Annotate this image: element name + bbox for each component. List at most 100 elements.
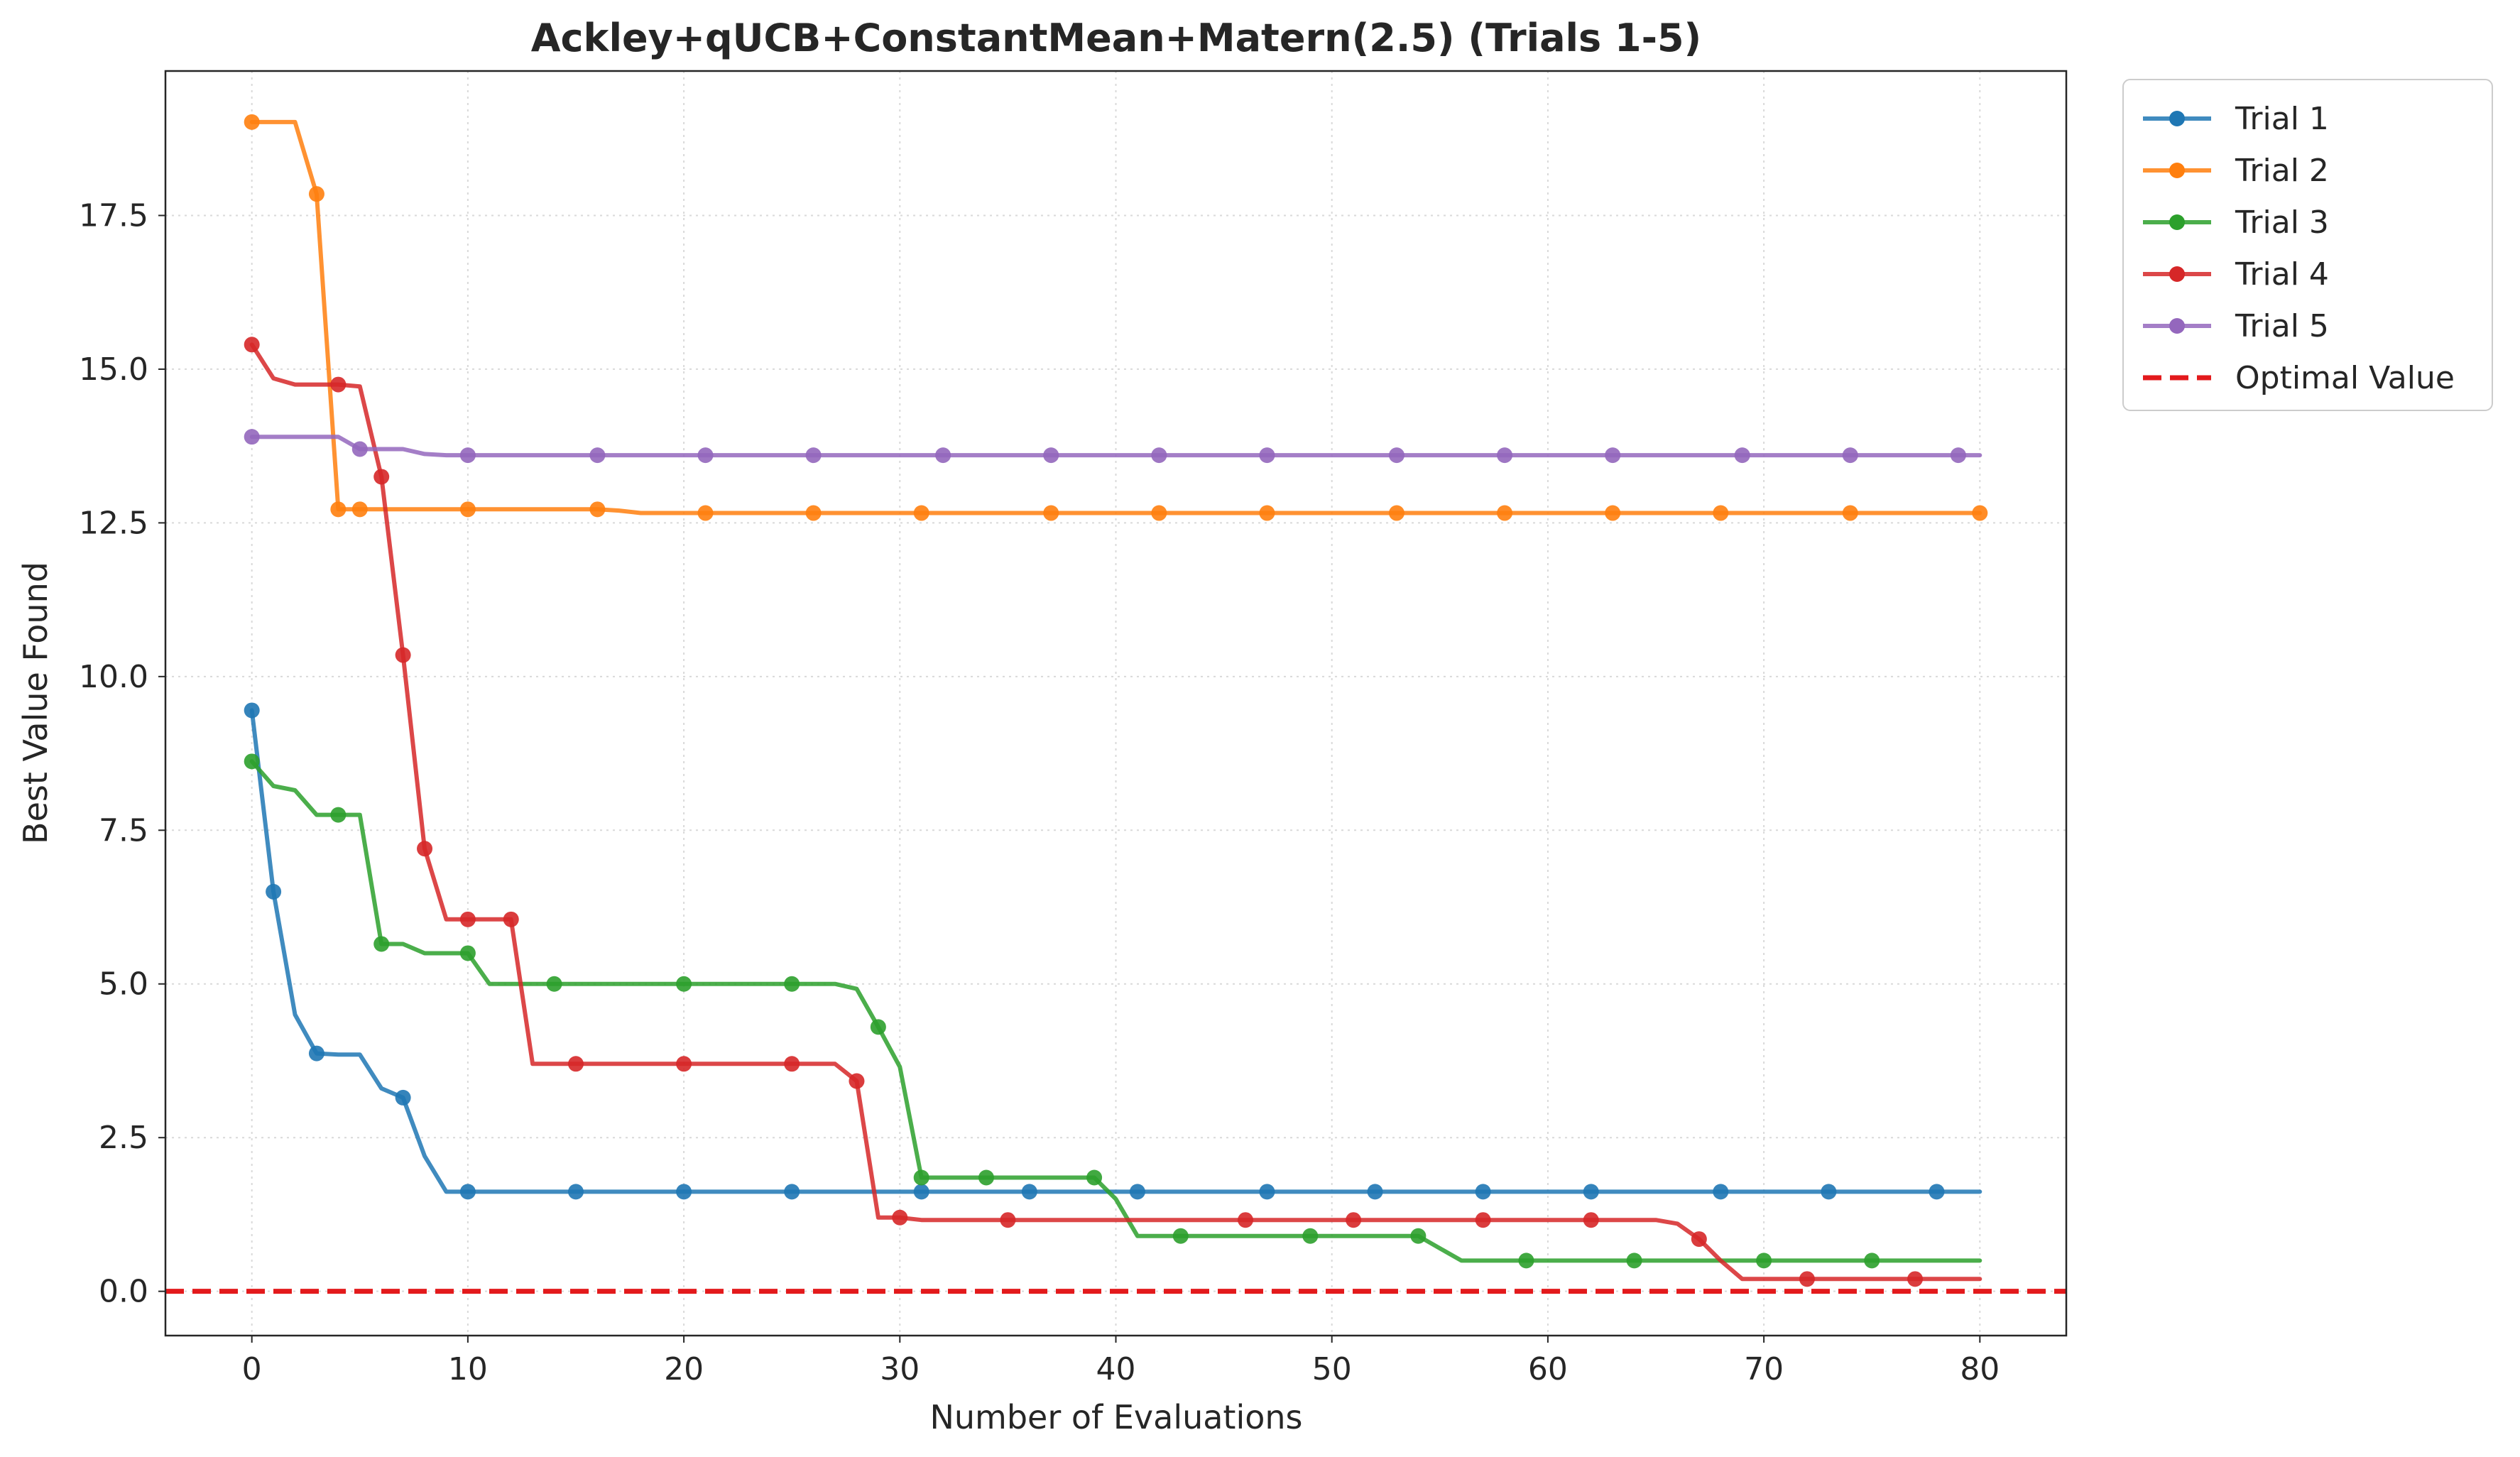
y-tick-label: 7.5: [99, 812, 148, 848]
y-tick-label: 15.0: [79, 351, 148, 388]
trial-1-point: [567, 1184, 584, 1200]
grid: [165, 71, 2066, 1336]
trial-2-point: [351, 501, 368, 518]
trial-4-point: [1907, 1271, 1924, 1287]
trial-4-point: [1475, 1212, 1491, 1228]
series-layer: [244, 114, 1988, 1287]
trial-2-point: [1259, 505, 1275, 521]
trial-3-point: [1086, 1169, 1103, 1186]
trial-2-point: [1151, 505, 1167, 521]
trial-3-point: [784, 976, 800, 992]
legend-item-trial-4: Trial 4: [2143, 256, 2329, 293]
trial-3-point: [546, 976, 562, 992]
trial-2-point: [805, 505, 822, 521]
trial-4-series: [244, 337, 1982, 1287]
trial-3-point: [1172, 1228, 1189, 1244]
y-tick-label: 12.5: [79, 505, 148, 541]
x-tick-label: 50: [1312, 1351, 1352, 1387]
trial-1-point: [244, 702, 260, 719]
trial-4-point: [244, 337, 260, 353]
y-axis-title: Best Value Found: [16, 562, 55, 844]
trial-4-point: [676, 1056, 692, 1072]
trial-1-series: [244, 702, 1982, 1200]
trial-4-point: [784, 1056, 800, 1072]
trial-2-point: [308, 186, 324, 202]
trial-2-point: [1388, 505, 1404, 521]
x-axis-title: Number of Evaluations: [929, 1398, 1302, 1436]
trial-5-point: [805, 447, 822, 464]
legend-marker: [2169, 111, 2185, 126]
trial-4-point: [1346, 1212, 1362, 1228]
trial-4-point: [1583, 1212, 1599, 1228]
trial-1-point: [459, 1184, 476, 1200]
trial-4-point: [849, 1073, 865, 1089]
trial-5-point: [1388, 447, 1404, 464]
x-tick-label: 10: [448, 1351, 488, 1387]
trial-5-point: [1842, 447, 1858, 464]
x-tick-label: 60: [1528, 1351, 1568, 1387]
legend-label: Trial 5: [2235, 308, 2329, 344]
trial-3-point: [1864, 1253, 1880, 1269]
trial-5-point: [1151, 447, 1167, 464]
trial-1-point: [913, 1184, 929, 1200]
trial-4-point: [892, 1209, 908, 1226]
trial-3-series: [244, 753, 1982, 1269]
trial-4-point: [330, 376, 347, 393]
trial-5-series: [244, 429, 1982, 464]
legend-item-trial-3: Trial 3: [2143, 204, 2329, 241]
legend-label: Trial 3: [2235, 204, 2329, 241]
trial-2-point: [1842, 505, 1858, 521]
trial-2-series: [244, 114, 1988, 521]
legend-marker: [2169, 318, 2185, 334]
trial-5-point: [697, 447, 714, 464]
trial-2-point: [1605, 505, 1621, 521]
trial-4-point: [503, 911, 519, 927]
trial-2-point: [330, 501, 347, 518]
trial-5-point: [589, 447, 606, 464]
trial-1-point: [1713, 1184, 1729, 1200]
y-tick-label: 10.0: [79, 659, 148, 695]
trial-5-point: [1734, 447, 1750, 464]
trial-5-point: [935, 447, 951, 464]
trial-3-point: [1756, 1253, 1772, 1269]
trial-3-point: [373, 936, 390, 952]
trial-2-point: [589, 501, 606, 518]
trial-3-point: [978, 1169, 994, 1186]
trial-1-line: [249, 708, 1982, 1194]
trial-2-point: [697, 505, 714, 521]
trial-2-point: [913, 505, 929, 521]
y-tick-label: 5.0: [99, 966, 148, 1003]
trial-2-point: [244, 114, 260, 130]
trial-5-point: [1259, 447, 1275, 464]
trial-4-point: [459, 911, 476, 927]
trial-3-point: [1410, 1228, 1427, 1244]
x-axis-ticks: 0 10 20 30 40 50 60 70 80: [242, 1336, 2000, 1387]
legend-marker: [2169, 266, 2185, 282]
trial-4-point: [1238, 1212, 1254, 1228]
trial-4-point: [1000, 1212, 1016, 1228]
trial-1-point: [308, 1045, 324, 1062]
trial-4-point: [373, 469, 390, 485]
x-tick-label: 30: [880, 1351, 920, 1387]
y-axis-ticks: 0.0 2.5 5.0 7.5 10.0 12.5 15.0 17.5: [79, 197, 165, 1310]
trial-4-point: [395, 647, 411, 663]
trial-5-point: [1043, 447, 1059, 464]
trial-2-point: [459, 501, 476, 518]
trial-4-point: [1691, 1231, 1707, 1248]
trial-1-point: [1475, 1184, 1491, 1200]
trial-2-point: [1972, 505, 1988, 521]
trial-1-point: [395, 1089, 411, 1106]
legend-box: [2122, 79, 2493, 411]
trial-3-point: [913, 1169, 929, 1186]
legend-marker: [2169, 163, 2185, 178]
trial-3-point: [1518, 1253, 1534, 1269]
trial-2-point: [1713, 505, 1729, 521]
trial-3-point: [676, 976, 692, 992]
x-tick-label: 70: [1744, 1351, 1784, 1387]
y-tick-label: 17.5: [79, 197, 148, 234]
trial-5-point: [244, 429, 260, 445]
legend-item-optimal-value: Optimal Value: [2143, 360, 2455, 396]
trial-4-point: [1799, 1271, 1815, 1287]
trial-3-point: [1302, 1228, 1319, 1244]
legend: Trial 1 Trial 2 Trial 3 Trial 4 Trial 5 Optim…: [2122, 79, 2493, 411]
